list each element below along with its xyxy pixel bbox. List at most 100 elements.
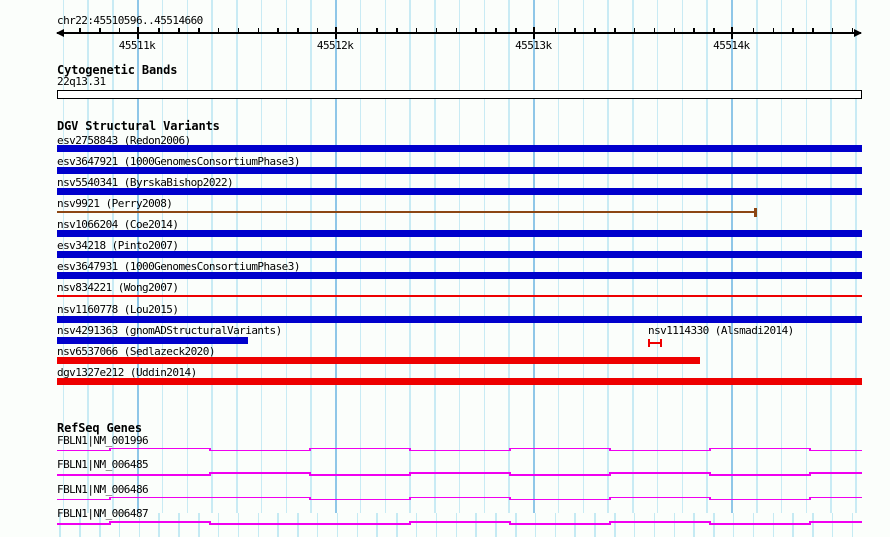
variant-bar[interactable] (57, 188, 862, 195)
gene-transcript-connector (609, 472, 611, 476)
gene-transcript-segment[interactable] (57, 498, 110, 500)
gene-transcript-segment[interactable] (710, 498, 810, 500)
grid-tick-stub (118, 513, 121, 537)
gene-transcript-segment[interactable] (810, 472, 862, 474)
grid-tick-stub (217, 513, 220, 537)
gene-transcript-segment[interactable] (110, 496, 310, 498)
gene-transcript-segment[interactable] (810, 496, 862, 498)
variant-bar[interactable] (57, 357, 700, 364)
variant-label: nsv834221 (Wong2007) (57, 281, 179, 294)
cytoband-label: 22q13.31 (57, 75, 106, 88)
ruler-tick-minor (297, 28, 299, 33)
grid-tick-stub (237, 513, 240, 537)
gene-transcript-segment[interactable] (510, 498, 610, 500)
ruler-tick-minor (574, 28, 576, 33)
gene-transcript-segment[interactable] (310, 498, 410, 500)
axis-arrow-right-icon (854, 28, 862, 37)
gene-transcript-segment[interactable] (110, 521, 210, 523)
region-coordinates-label: chr22:45510596..45514660 (57, 14, 203, 27)
grid-tick-stub (792, 513, 794, 537)
ruler-tick-minor (435, 28, 438, 33)
ruler-tick-minor (633, 28, 636, 33)
cytoband-box[interactable] (57, 90, 862, 99)
ruler-tick-minor (277, 28, 279, 33)
ruler-tick-minor (376, 28, 378, 33)
gene-transcript-connector (409, 521, 411, 525)
ruler-tick-minor (792, 28, 794, 33)
gene-transcript-connector (109, 521, 111, 525)
gene-label: FBLN1|NM_001996 (57, 434, 149, 447)
axis-arrow-left-icon (56, 28, 64, 37)
gene-transcript-segment[interactable] (710, 447, 810, 449)
gene-transcript-segment[interactable] (810, 449, 862, 451)
gene-transcript-segment[interactable] (710, 474, 810, 476)
variant-label: dgv1327e212 (Uddin2014) (57, 366, 197, 379)
grid-tick-stub (138, 513, 141, 537)
ruler-tick-minor (316, 28, 319, 33)
gene-transcript-segment[interactable] (310, 474, 410, 476)
gene-label: FBLN1|NM_006485 (57, 458, 149, 471)
grid-tick-stub (594, 513, 596, 537)
gene-transcript-segment[interactable] (610, 449, 710, 451)
grid-tick-stub (515, 513, 517, 537)
variant-label: nsv1160778 (Lou2015) (57, 303, 179, 316)
gene-transcript-segment[interactable] (57, 449, 110, 451)
gene-transcript-segment[interactable] (310, 447, 410, 449)
variant-bar[interactable] (57, 167, 862, 174)
variant-line[interactable] (57, 211, 757, 213)
gene-transcript-segment[interactable] (410, 496, 510, 498)
gene-transcript-segment[interactable] (610, 521, 710, 523)
gene-transcript-segment[interactable] (410, 449, 510, 451)
gene-transcript-segment[interactable] (410, 472, 510, 474)
variant-bar[interactable] (57, 271, 862, 279)
gene-transcript-segment[interactable] (710, 523, 810, 525)
ruler-tick-label: 45512k (316, 38, 354, 52)
gene-transcript-segment[interactable] (57, 523, 110, 525)
gene-transcript-segment[interactable] (510, 447, 610, 449)
gene-label: FBLN1|NM_006486 (57, 483, 149, 496)
variant-bar[interactable] (57, 316, 862, 323)
gene-transcript-connector (409, 496, 411, 500)
ruler-tick-label: 45514k (713, 38, 750, 52)
ruler-tick-label: 45511k (118, 38, 156, 52)
ruler-tick-minor (812, 28, 814, 33)
gene-transcript-connector (309, 472, 311, 476)
gene-transcript-segment[interactable] (110, 447, 210, 449)
gene-transcript-segment[interactable] (210, 523, 410, 525)
ruler-tick-minor (693, 28, 695, 33)
gene-transcript-connector (809, 521, 811, 525)
variant-bar[interactable] (57, 145, 862, 152)
gene-transcript-segment[interactable] (610, 472, 710, 474)
gene-transcript-segment[interactable] (510, 474, 610, 476)
variant-line-endcap (754, 207, 757, 217)
gene-transcript-segment[interactable] (510, 523, 610, 525)
gene-transcript-segment[interactable] (410, 521, 510, 523)
grid-tick-stub (178, 513, 180, 537)
gene-transcript-connector (509, 496, 511, 500)
variant-bar[interactable] (57, 229, 862, 237)
grid-tick-stub (336, 513, 339, 537)
grid-tick-stub (257, 513, 259, 537)
grid-tick-stub (713, 513, 715, 537)
variant-bar[interactable] (57, 250, 862, 258)
variant-line[interactable] (57, 295, 862, 297)
ruler-tick-major (533, 27, 535, 39)
gene-transcript-segment[interactable] (810, 521, 862, 523)
variant-label: nsv4291363 (gnomADStructuralVariants) (57, 324, 282, 337)
variant-bar[interactable] (57, 336, 248, 344)
variant-bar[interactable] (57, 378, 862, 385)
grid-tick-stub (435, 513, 438, 537)
grid-tick-stub (376, 513, 378, 537)
ruler-tick-minor (515, 28, 517, 33)
gene-transcript-connector (709, 496, 711, 500)
gene-transcript-connector (709, 521, 711, 525)
ruler-tick-minor (831, 28, 834, 33)
variant-range-line[interactable] (648, 341, 662, 344)
gene-transcript-connector (209, 521, 211, 525)
gene-transcript-segment[interactable] (210, 472, 310, 474)
variant-label: nsv1066204 (Coe2014) (57, 218, 179, 231)
gene-transcript-segment[interactable] (610, 496, 710, 498)
grid-tick-stub (297, 513, 299, 537)
gene-transcript-segment[interactable] (57, 474, 210, 476)
gene-transcript-segment[interactable] (210, 449, 310, 451)
